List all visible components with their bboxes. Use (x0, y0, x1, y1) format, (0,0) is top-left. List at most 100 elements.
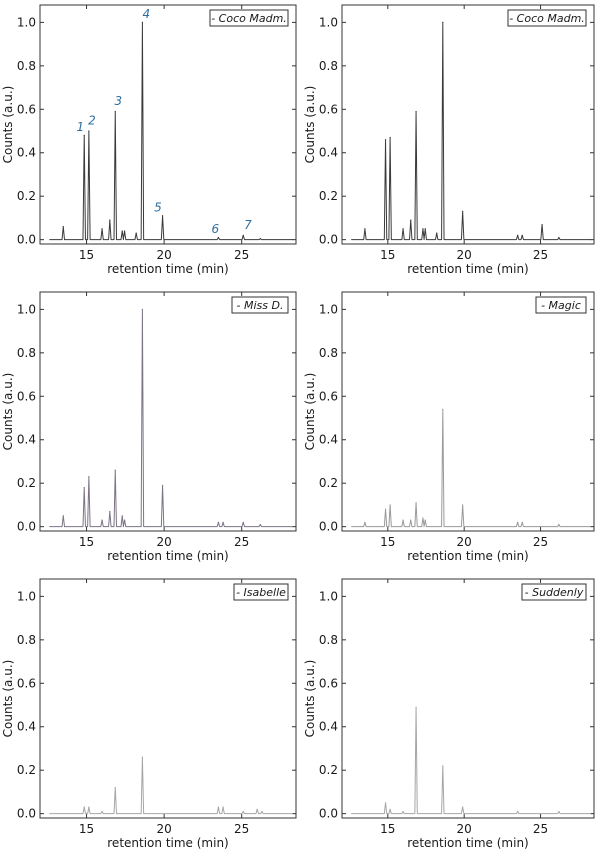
x-tick-label: 20 (156, 535, 171, 549)
data-point (123, 230, 126, 232)
x-axis-label: retention time (min) (107, 262, 228, 276)
data-point (141, 756, 143, 758)
x-tick-label: 15 (380, 248, 395, 262)
data-point (256, 808, 258, 810)
y-tick-label: 1.0 (17, 302, 36, 316)
series-line (351, 408, 591, 528)
data-point (123, 519, 126, 521)
y-axis-label: Counts (a.u.) (1, 373, 15, 451)
data-point (517, 810, 519, 813)
data-point (402, 519, 404, 521)
y-tick-label: 0.6 (319, 676, 338, 690)
y-tick-label: 0.0 (17, 807, 36, 821)
y-tick-label: 0.6 (17, 389, 36, 403)
y-axis-label: Counts (a.u.) (303, 86, 317, 164)
data-point (462, 504, 464, 506)
data-point (259, 237, 261, 240)
data-point (83, 486, 85, 489)
legend: - Coco Madm. (507, 9, 587, 27)
y-tick-label: 1.0 (319, 15, 338, 29)
peak-annotation: 1 (77, 120, 85, 134)
y-tick-label: 1.0 (319, 589, 338, 603)
peak-annotation: 4 (142, 7, 150, 21)
y-tick-label: 0.0 (319, 520, 338, 534)
y-tick-label: 0.4 (319, 146, 338, 160)
y-tick-label: 0.6 (319, 102, 338, 116)
data-point (217, 521, 220, 523)
peak-annotation: 5 (154, 200, 162, 214)
y-tick-label: 0.8 (17, 59, 36, 73)
data-point (141, 21, 143, 23)
y-tick-label: 0.8 (17, 633, 36, 647)
legend-box (507, 9, 587, 27)
legend-box (209, 9, 289, 27)
y-tick-label: 0.2 (319, 763, 338, 777)
x-axis-label: retention time (min) (107, 549, 228, 563)
data-point (442, 765, 444, 767)
data-point (261, 810, 263, 813)
data-point (222, 521, 224, 523)
y-tick-label: 0.0 (319, 807, 338, 821)
data-point (436, 232, 438, 234)
data-point (217, 806, 220, 808)
x-tick-label: 15 (380, 822, 395, 836)
legend-entry: - Coco Madm. (509, 12, 585, 25)
x-tick-label: 25 (533, 248, 548, 262)
data-point (161, 215, 164, 217)
y-tick-label: 0.6 (17, 102, 36, 116)
y-tick-label: 0.0 (319, 233, 338, 247)
y-tick-label: 0.0 (17, 233, 36, 247)
y-tick-label: 1.0 (319, 302, 338, 316)
series-line (49, 756, 293, 815)
data-point (364, 521, 366, 523)
y-tick-label: 0.4 (319, 720, 338, 734)
x-tick-label: 20 (457, 822, 472, 836)
data-point (442, 408, 444, 410)
y-tick-label: 0.6 (319, 389, 338, 403)
data-point (161, 484, 164, 486)
legend-entry: - Miss D. (237, 299, 284, 312)
x-tick-label: 25 (533, 535, 548, 549)
x-axis-label: retention time (min) (407, 549, 528, 563)
data-point (389, 504, 391, 506)
data-point (558, 810, 560, 813)
legend-box (521, 583, 587, 601)
data-point (402, 810, 404, 813)
legend-entry: - Magic (541, 299, 581, 312)
x-tick-label: 15 (79, 535, 94, 549)
data-point (109, 219, 111, 221)
y-tick-label: 0.2 (17, 189, 36, 203)
data-point (402, 228, 404, 230)
legend-box (231, 296, 289, 314)
data-point (517, 521, 519, 523)
data-point (217, 236, 220, 239)
data-point (62, 515, 64, 517)
data-point (442, 21, 444, 23)
legend-entry: - Suddenly (525, 586, 584, 599)
legend-entry: - Coco Madm. (211, 12, 287, 25)
data-point (364, 228, 366, 230)
y-tick-label: 0.8 (319, 346, 338, 360)
x-tick-label: 20 (156, 822, 171, 836)
data-point (410, 219, 412, 221)
data-point (88, 476, 90, 478)
y-axis-label: Counts (a.u.) (1, 86, 15, 164)
peak-annotation: 6 (212, 222, 220, 236)
x-tick-label: 25 (533, 822, 548, 836)
plot-frame (39, 578, 297, 819)
data-point (121, 515, 123, 517)
x-tick-label: 15 (380, 535, 395, 549)
plot-frame (39, 4, 297, 245)
data-point (415, 502, 417, 504)
data-point (424, 519, 426, 521)
legend: - Suddenly (521, 583, 587, 601)
y-tick-label: 0.8 (319, 59, 338, 73)
series-line (351, 21, 591, 241)
x-axis-label: retention time (min) (107, 836, 228, 850)
data-point (558, 523, 560, 526)
y-axis-label: Counts (a.u.) (303, 660, 317, 738)
legend: - Coco Madm. (209, 9, 289, 27)
